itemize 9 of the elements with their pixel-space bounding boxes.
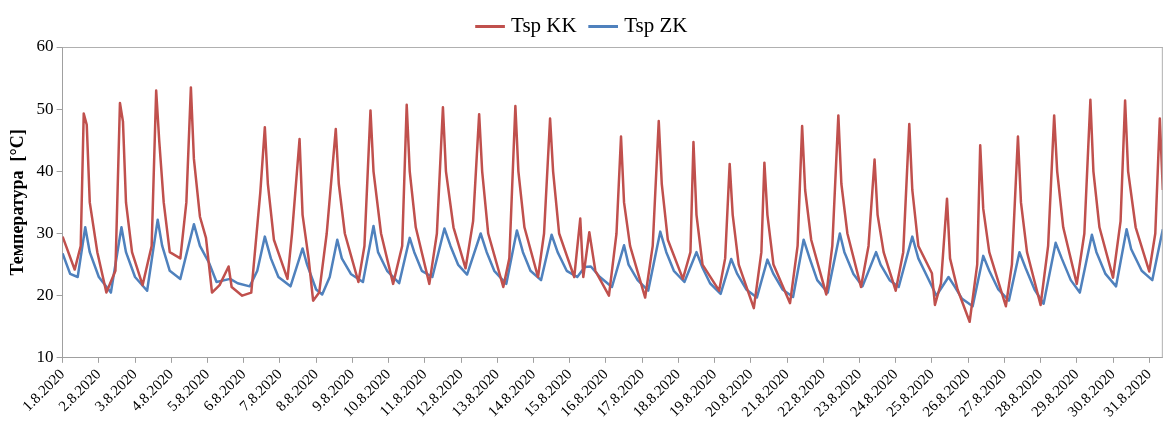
y-tick-label: 50 [36,98,54,118]
y-tick-label: 40 [36,160,54,180]
legend-label: Tsp ZK [624,13,688,38]
y-tick-label: 60 [36,36,54,56]
y-tick-label: 10 [36,347,54,367]
y-tick-label: 30 [36,222,54,242]
legend-label: Tsp KK [511,13,577,38]
y-tick-label: 20 [36,285,54,305]
y-axis-title: Температура [°C] [7,129,28,276]
